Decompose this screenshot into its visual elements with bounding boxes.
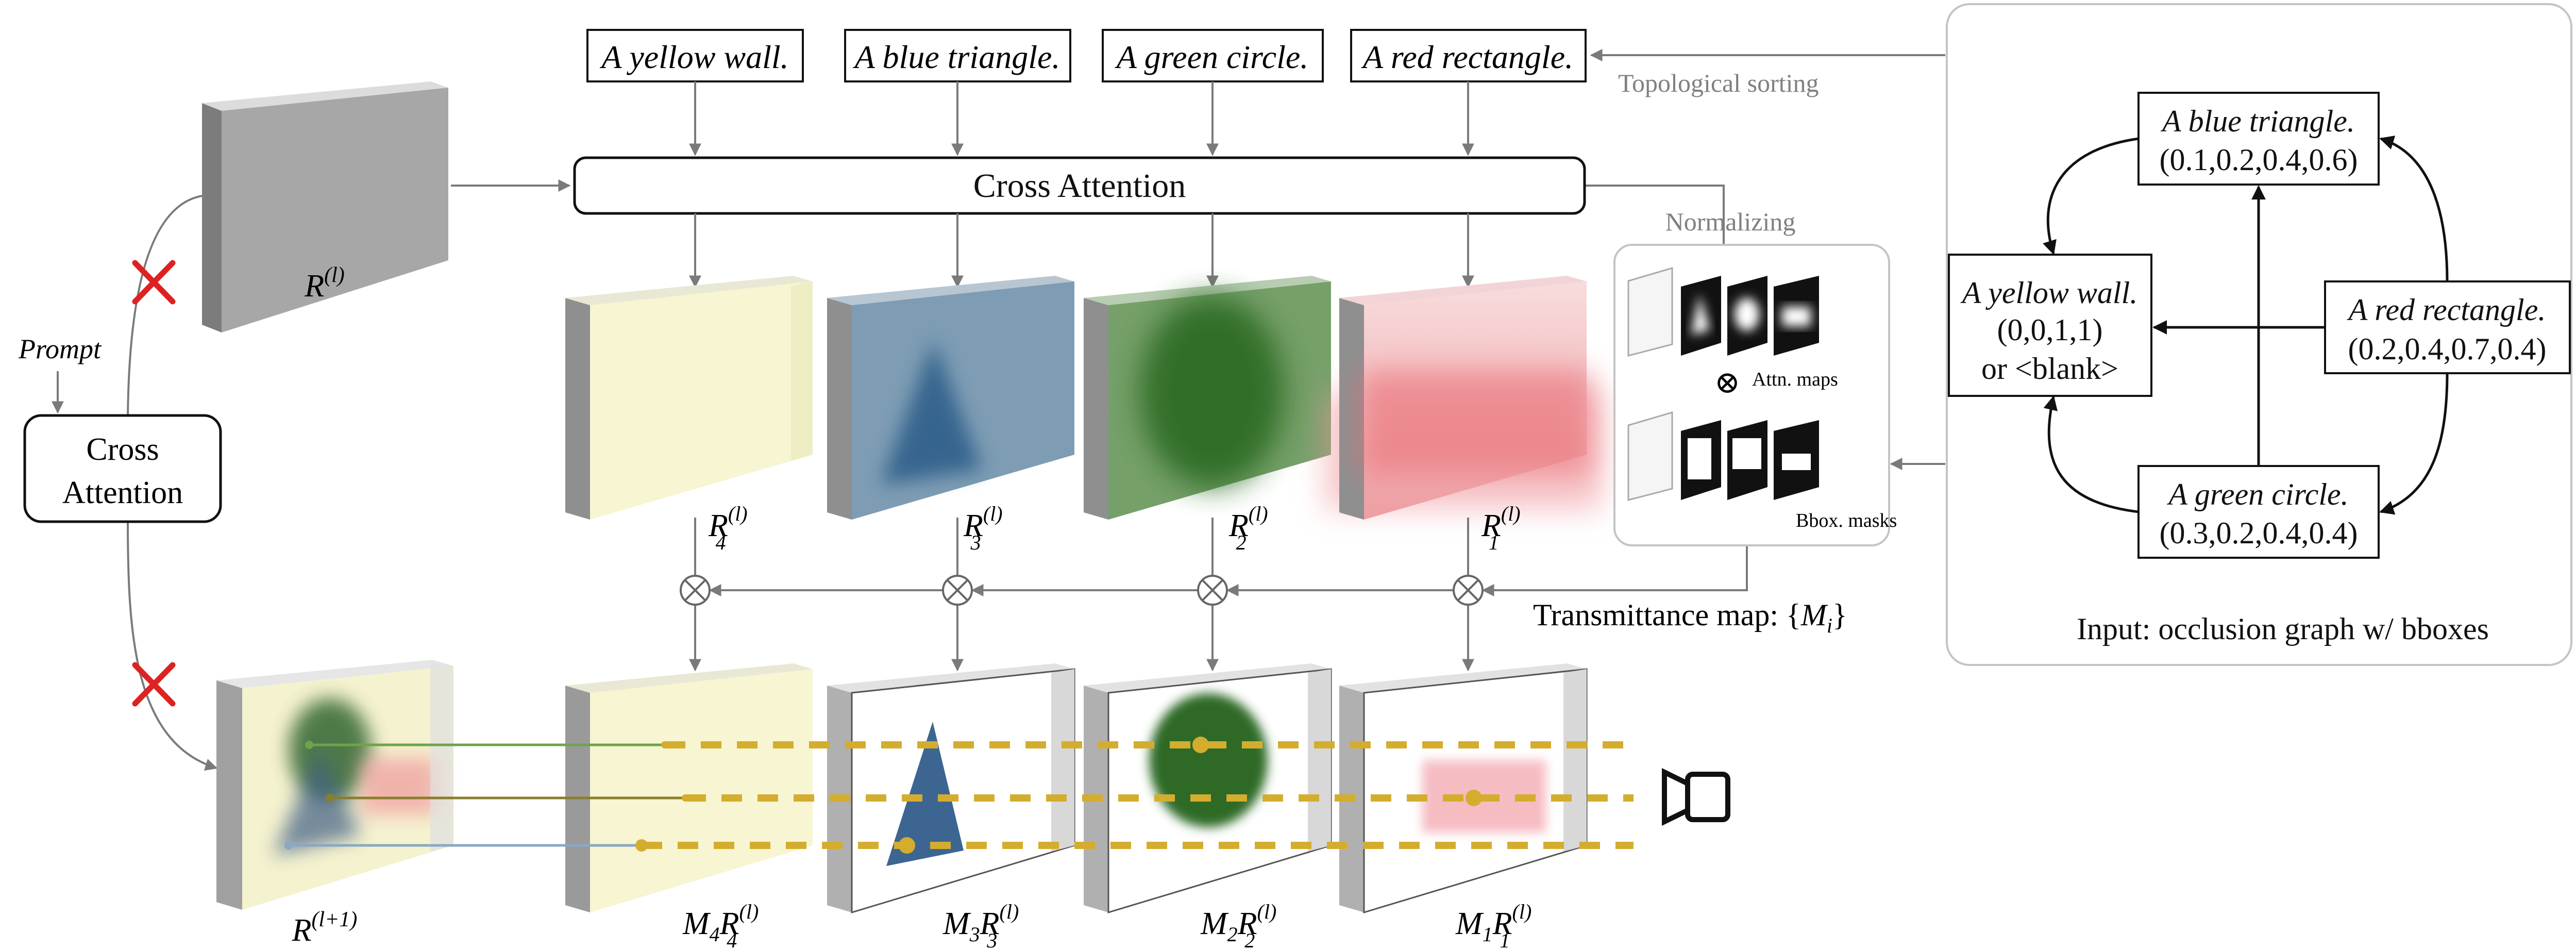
cross-attention-main: Cross Attention	[573, 156, 1586, 215]
prompt-boxes: A yellow wall. A blue triangle. A green …	[586, 29, 1587, 82]
graph-node-yellow-alt: or <blank>	[1981, 352, 2118, 386]
bbox-masks-label: Bbox. masks	[1796, 510, 1897, 531]
output-feature-block	[216, 660, 453, 910]
topological-sorting-label: Topological sorting	[1618, 69, 1819, 97]
masked-label-m3r3: M3R(l) 3	[942, 900, 1019, 949]
multiply-nodes	[680, 575, 1484, 606]
mult-arrows	[689, 518, 1748, 672]
output-feature-label: R(l+1)	[292, 908, 358, 948]
prompt-green-circle: A green circle.	[1115, 39, 1309, 75]
graph-node-red-title: A red rectangle.	[2347, 293, 2546, 327]
prompt-label: Prompt	[18, 334, 102, 364]
occlusion-graph-panel: A blue triangle. (0.1,0.2,0.4,0.6) A yel…	[1946, 3, 2572, 666]
masked-labels: M4R(l) 4 M3R(l) 3 M2R(l) 2 M1R(l) 1	[682, 900, 1531, 949]
masked-layer-red	[1339, 663, 1588, 914]
graph-node-green-title: A green circle.	[2166, 477, 2348, 511]
graph-node-blue-title: A blue triangle.	[2160, 104, 2355, 138]
prompt-red-rectangle: A red rectangle.	[1361, 39, 1573, 75]
normalizing-panel: Normalizing ⊗ Attn. maps Bbox. masks	[1613, 207, 1897, 546]
red-cross-icon-lower	[132, 662, 176, 707]
masked-label-m2r2: M2R(l) 2	[1200, 900, 1276, 949]
transmittance-label: Transmittance map: {Mi}	[1533, 598, 1847, 637]
masked-label-m4r4: M4R(l) 4	[682, 900, 759, 949]
masked-layer-yellow	[565, 663, 813, 912]
prompt-blue-triangle: A blue triangle.	[853, 39, 1060, 75]
red-cross-icon	[132, 260, 176, 305]
graph-node-blue-box: (0.1,0.2,0.4,0.6)	[2160, 143, 2358, 177]
graph-caption: Input: occlusion graph w/ bboxes	[2077, 612, 2489, 646]
masked-layer-green	[1084, 663, 1332, 914]
layer-arrows	[689, 213, 1474, 288]
camera-icon	[1662, 768, 1730, 826]
layer-yellow	[565, 276, 813, 520]
prompt-yellow-wall: A yellow wall.	[599, 39, 788, 75]
layer-label-r4: R(l) 4	[708, 502, 748, 554]
graph-node-yellow-box: (0,0,1,1)	[1997, 313, 2103, 347]
normalizing-label: Normalizing	[1665, 207, 1796, 236]
graph-node-green-box: (0.3,0.2,0.4,0.4)	[2160, 516, 2358, 550]
cross-attention-main-label: Cross Attention	[973, 167, 1186, 205]
layer-blue	[827, 276, 1074, 520]
input-feature-block	[202, 81, 448, 332]
layer-label-r3: R(l) 3	[963, 502, 1003, 554]
otimes-symbol: ⊗	[1714, 365, 1740, 399]
input-feature-label: R(l)	[304, 263, 345, 304]
cross-attention-left-line1: Cross	[86, 432, 159, 467]
masked-label-m1r1: M1R(l) 1	[1455, 900, 1531, 949]
graph-node-yellow-title: A yellow wall.	[1960, 276, 2138, 310]
camera-rays	[284, 737, 1634, 854]
layer-green	[1084, 276, 1331, 520]
layer-labels: R(l) 4 R(l) 3 R(l) 2 R(l) 1	[708, 502, 1521, 554]
layer-label-r1: R(l) 1	[1481, 502, 1521, 554]
masked-layer-blue	[827, 663, 1075, 914]
layer-red	[1324, 276, 1603, 520]
attn-maps-label: Attn. maps	[1752, 369, 1838, 390]
graph-node-red-box: (0.2,0.4,0.7,0.4)	[2348, 332, 2547, 366]
layer-label-r2: R(l) 2	[1228, 502, 1268, 554]
cross-attention-left-line2: Attention	[62, 475, 183, 510]
cross-attention-left: Cross Attention	[23, 414, 222, 523]
